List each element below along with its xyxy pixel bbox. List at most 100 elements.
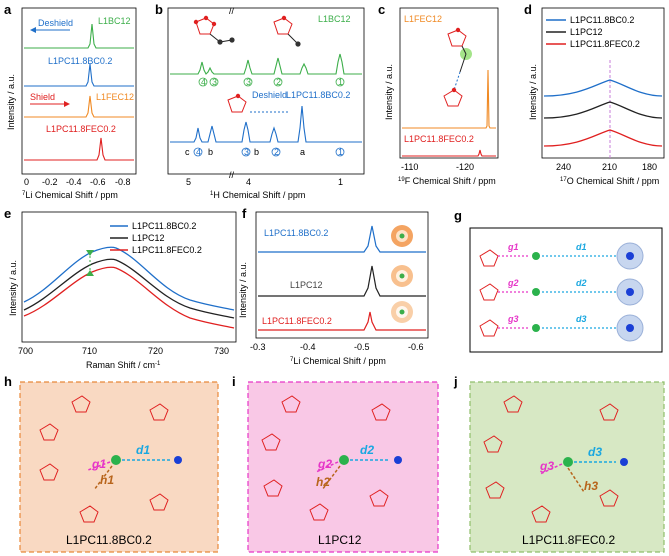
xtick-f-1: -0.4: [300, 342, 316, 352]
xtick-a-2: -0.4: [66, 177, 82, 187]
panel-e: e Intensity / a.u. L1PC11.8BC0.2 L1PC12 …: [4, 206, 237, 370]
xtick-a-0: 0: [24, 177, 29, 187]
label-fec-f: L1PC11.8FEC0.2: [262, 316, 332, 326]
xtick-f-3: -0.6: [408, 342, 424, 352]
xtick-e-0: 700: [18, 346, 33, 356]
h-label-h: h1: [100, 473, 114, 487]
panel-j: j g3 h3 d3 L1PC11.8FEC0.2: [453, 374, 665, 553]
h-arrow-h: [93, 465, 113, 491]
panel-f: f Intensity / a.u. L1PC11.8BC0.2 L1PC12 …: [238, 206, 429, 366]
g3-label-g: g3: [507, 314, 519, 324]
legend-label-2-e: L1PC11.8FEC0.2: [132, 245, 202, 255]
molecules-i: [261, 395, 391, 521]
spectrum-fec-f: [258, 311, 426, 331]
li-ion-h: [111, 455, 121, 465]
li-ion-i: [339, 455, 349, 465]
anion-i: [394, 456, 402, 464]
axes-frame-e: [21, 211, 237, 343]
g-label-j: g3: [539, 459, 554, 473]
molecules-j: [483, 395, 619, 523]
panel-c: c Intensity / a.u. L1FEC12 L1PC11.8FEC0.…: [378, 2, 499, 186]
shield-arrowhead-a: [64, 101, 70, 107]
ylabel-e: Intensity / a.u.: [8, 260, 18, 316]
axes-frame-f: [255, 211, 429, 339]
g-arrow-h: [87, 461, 111, 471]
caption-i: L1PC12: [318, 533, 362, 547]
d2-label-g: d2: [576, 278, 587, 288]
xlabel-a-text: Li Chemical Shift / ppm: [25, 190, 118, 200]
panel-letter-g: g: [454, 208, 462, 223]
molecule-pc-b: [273, 15, 301, 47]
g-label-i: g2: [317, 457, 332, 471]
xtick-d-2: 180: [642, 162, 657, 172]
shield-label-a: Shield: [30, 92, 55, 102]
g-arrow-i: [315, 461, 339, 473]
peak-numbers-top-b: 4 3 3 2 1: [198, 77, 345, 87]
legend-label-2-d: L1PC11.8FEC0.2: [570, 39, 640, 49]
molecule-fec-c: [443, 27, 472, 107]
anion-h: [174, 456, 182, 464]
row-3-g: g3 d3: [479, 314, 644, 342]
li-ion-j: [563, 457, 573, 467]
scene-frame-h: [19, 381, 219, 553]
label-top-b: L1BC12: [318, 14, 351, 24]
panel-letter-b: b: [155, 2, 163, 17]
caption-h: L1PC11.8BC0.2: [66, 533, 152, 547]
panel-d: d Intensity / a.u. L1PC11.8BC0.2 L1PC12 …: [524, 2, 665, 186]
panel-h: h g1 h1 d1 L1PC11.8BC0.2: [4, 374, 219, 553]
spectrum-bc-f: [258, 225, 426, 253]
xlabel-f: 7Li Chemical Shift / ppm: [290, 356, 386, 366]
curve-fec-e: [23, 266, 235, 329]
peak-labels-bottom-b: c 4 b 3 b 2 a 1: [185, 147, 345, 157]
deshield-label-a: Deshield: [38, 18, 73, 28]
peak-num-bottom-0: 4: [196, 147, 201, 157]
xlabel-d-sup: 17: [560, 177, 567, 183]
xtick-a-1: -0.2: [42, 177, 58, 187]
xtick-b-0: 5: [186, 177, 191, 187]
peak-letter-0: c: [185, 147, 190, 157]
xlabel-d-text: O Chemical Shift / ppm: [567, 176, 660, 186]
legend-label-1-d: L1PC12: [570, 27, 603, 37]
xlabel-e: Raman Shift / cm-1: [86, 360, 161, 370]
g-arrow-j: [539, 463, 563, 475]
xlabel-a: 7Li Chemical Shift / ppm: [22, 190, 118, 200]
panel-letter-f: f: [242, 206, 247, 221]
h-arrow-i: [321, 465, 341, 491]
axis-break-bottom-b: //: [229, 170, 235, 180]
xlabel-c: 19F Chemical Shift / ppm: [398, 176, 496, 186]
xlabel-c-text: F Chemical Shift / ppm: [405, 176, 496, 186]
panel-letter-e: e: [4, 206, 11, 221]
peak-arrow-top-e: [86, 250, 94, 256]
axis-break-top-b: //: [229, 6, 235, 16]
xtick-d-1: 210: [602, 162, 617, 172]
xlabel-b: 1H Chemical Shift / ppm: [210, 190, 305, 200]
legend-label-0-e: L1PC11.8BC0.2: [132, 221, 196, 231]
axes-frame-b: [167, 7, 365, 175]
label-bc-f: L1PC11.8BC0.2: [264, 228, 328, 238]
peak-num-top-4: 1: [338, 77, 343, 87]
deshield-label-b: Deshield: [252, 90, 287, 100]
xlabel-c-sup: 19: [398, 177, 405, 183]
xtick-a-3: -0.6: [90, 177, 106, 187]
panel-letter-a: a: [4, 2, 12, 17]
spectrum-l1pc-fec-a: [24, 137, 134, 161]
xtick-e-2: 720: [148, 346, 163, 356]
xtick-f-0: -0.3: [250, 342, 266, 352]
axes-frame-d: [541, 7, 665, 159]
xtick-b-2: 1: [338, 177, 343, 187]
g-label-h: g1: [91, 457, 106, 471]
panel-b: b // // Deshiel: [155, 2, 365, 200]
label-l1pc-fec-a: L1PC11.8FEC0.2: [46, 124, 116, 134]
molecule-bc-b: [193, 15, 235, 45]
caption-j: L1PC11.8FEC0.2: [522, 533, 615, 547]
xtick-f-2: -0.5: [354, 342, 370, 352]
panel-letter-c: c: [378, 2, 385, 17]
legend-label-1-e: L1PC12: [132, 233, 165, 243]
xlabel-b-sup: 1: [210, 191, 214, 197]
axes-frame-c: [399, 7, 499, 159]
xlabel-f-text: Li Chemical Shift / ppm: [293, 356, 386, 366]
peak-letter-3: a: [300, 147, 305, 157]
label-pc-f: L1PC12: [290, 280, 323, 290]
spectrum-l1fec12-a: [24, 95, 134, 118]
